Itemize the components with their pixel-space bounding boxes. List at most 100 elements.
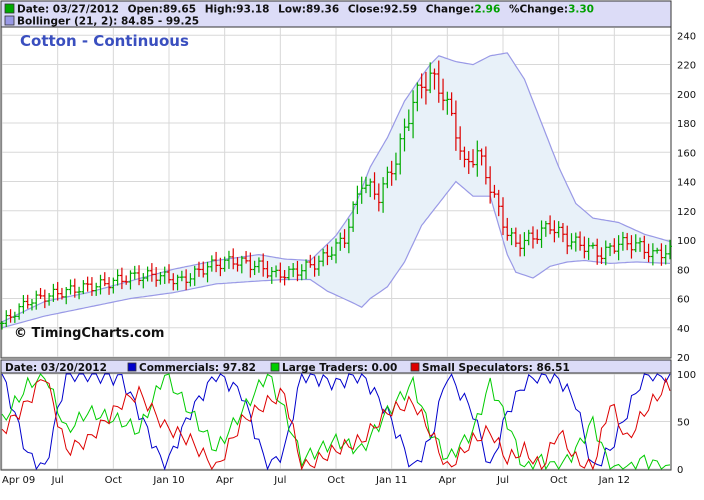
price-y-tick-label: 20 [677,353,690,364]
ohlc-bar [209,255,214,272]
ohlc-bar [282,270,287,286]
watermark: © TimingCharts.com [14,326,164,341]
ohlc-bar [149,263,154,282]
x-tick-label: Oct [550,475,567,486]
ohlc-bar [85,276,90,292]
price-y-axis: 20 40 60 80 100 120 140 160 180 200 220 240 [677,31,696,364]
ohlc-bar [625,232,630,251]
ohlc-bar [578,231,583,251]
cot-legend-swatch [410,362,420,372]
x-tick-label: Jan 11 [375,475,407,486]
ohlc-bars [0,60,672,330]
ohlc-bar [428,62,433,94]
x-tick-label: Jan 10 [152,475,184,486]
ohlc-bar [235,257,240,272]
ohlc-bar [154,267,159,287]
cot-legend-swatch [127,362,137,372]
price-y-tick-label: 120 [677,207,696,218]
ohlc-bar [530,226,535,249]
ohlc-bar [629,235,634,259]
ohlc-bar [265,260,270,279]
cot-y-tick-label: 0 [677,465,683,476]
ohlc-bar [599,247,604,265]
ohlc-bar [128,270,133,290]
header-pct-value: 3.30 [568,4,594,16]
ohlc-bar [162,266,167,284]
ohlc-bar [239,255,244,274]
x-tick-label: Apr [216,475,234,486]
cot-header-band [0,359,672,374]
bollinger-legend-swatch [4,15,15,26]
ohlc-bar [299,264,304,281]
ohlc-bar [496,189,501,217]
ohlc-bar [355,185,360,215]
ohlc-bar [406,109,411,132]
ohlc-bar [471,149,476,168]
ohlc-bar [55,282,60,301]
cot-header-line: Date: 03/20/2012 [5,362,107,374]
ohlc-bar [663,244,668,265]
ohlc-bar [94,282,99,296]
ohlc-bar [518,234,523,257]
ohlc-bar [137,265,142,286]
header-date: Date: 03/27/2012 [17,4,119,16]
ohlc-bar [582,236,587,259]
cot-y-tick-label: 100 [677,370,696,381]
price-y-tick-label: 200 [677,90,696,101]
ohlc-bar [423,71,428,105]
ohlc-bar [286,266,291,281]
price-y-tick-label: 180 [677,119,696,130]
price-y-tick-label: 140 [677,178,696,189]
ohlc-bar [325,244,330,266]
ohlc-bar [115,269,120,286]
ohlc-bar [659,243,664,266]
ohlc-bar [492,184,497,198]
ohlc-bar [590,242,595,249]
ohlc-bar [42,289,47,309]
ohlc-bar [192,265,197,286]
ohlc-bar [316,255,321,276]
price-y-tick-label: 160 [677,148,696,159]
ohlc-bar [402,118,407,152]
ohlc-bar [411,90,416,139]
ohlc-bar [244,251,249,264]
small-speculators-line [1,377,671,471]
ohlc-bar [29,299,34,311]
x-tick-label: Jul [496,475,509,486]
ohlc-bar [436,60,441,103]
ohlc-bar [188,273,193,287]
ohlc-bar [0,321,4,330]
bollinger-header: Bollinger (21, 2): 84.85 - 99.25 [17,16,199,28]
ohlc-bar [359,176,364,204]
ohlc-bar [205,261,210,283]
ohlc-bar [595,238,600,265]
ohlc-bar [72,278,77,298]
ohlc-bar [419,73,424,99]
ohlc-bar [171,273,176,291]
ohlc-bar [633,234,638,253]
ohlc-bar [655,247,660,254]
x-tick-label: Jul [51,475,64,486]
header-low: Low:89.36 [278,4,339,16]
header-change-label: Change: [426,4,475,16]
ohlc-bar [218,257,223,277]
ohlc-bar [560,223,565,243]
ohlc-bar [77,286,82,300]
ohlc-bar [145,266,150,282]
ohlc-bar [466,151,471,174]
ohlc-bar [552,220,557,243]
cot-legend-label: Commercials: 97.82 [139,362,256,374]
header-high: High:93.18 [205,4,270,16]
price-y-tick-label: 100 [677,236,696,247]
ohlc-bar [522,232,527,257]
ohlc-bar [51,283,56,302]
ohlc-bar [556,221,561,238]
header-open: Open:89.65 [128,4,196,16]
ohlc-bar [111,277,116,294]
x-tick-label: Jul [273,475,286,486]
price-y-tick-label: 40 [677,324,690,335]
ohlc-bar [89,277,94,296]
ohlc-bar [81,280,86,295]
ohlc-bar [642,235,647,259]
ohlc-bar [509,227,514,246]
